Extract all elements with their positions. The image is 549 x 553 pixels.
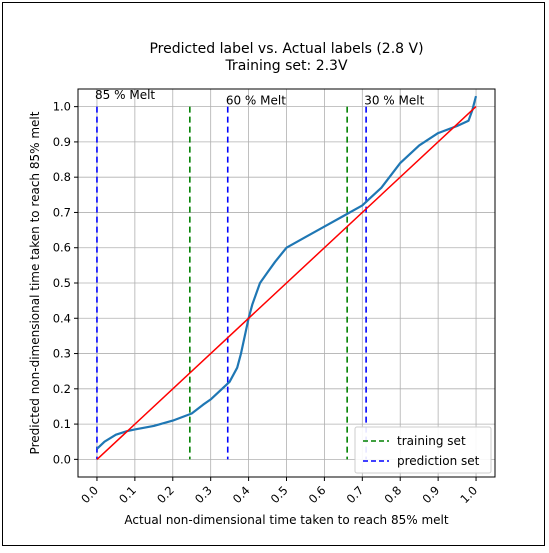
predicted-series-line [96,95,478,450]
y-tick-label: 1.0 [53,100,71,114]
x-tick-label: 0.9 [419,483,442,506]
melt-annotation: 85 % Melt [95,88,155,102]
x-tick-label: 0.0 [78,483,101,506]
x-tick-label: 0.3 [192,483,215,506]
y-tick-label: 0.6 [53,241,71,255]
x-tick-label: 0.5 [268,483,291,506]
legend: training set prediction set [354,426,492,474]
y-tick-label: 0.3 [53,347,71,361]
y-tick-label: 0.9 [53,135,71,149]
figure-frame: 0.0 0.1 0.2 0.3 0.4 0.5 0.6 0.7 0.8 0.9 1.0 0.0 0.1… [2,2,545,546]
x-tick-label: 1.0 [457,483,480,506]
x-tick-label: 0.2 [154,483,177,506]
y-tick-label: 0.2 [53,382,71,396]
reference-diagonal-line [96,106,477,460]
chart-subtitle: Training set: 2.3V [224,58,348,74]
y-ticks: 0.0 0.1 0.2 0.3 0.4 0.5 0.6 0.7 0.8 0.9 1.0 [53,100,78,466]
x-tick-label: 0.4 [230,483,253,506]
melt-annotation: 60 % Melt [226,93,286,107]
melt-annotation: 30 % Melt [364,93,424,107]
chart-svg: 0.0 0.1 0.2 0.3 0.4 0.5 0.6 0.7 0.8 0.9 1.0 0.0 0.1… [28,41,496,527]
x-tick-label: 0.8 [382,483,405,506]
data-series [96,95,478,460]
y-tick-label: 0.0 [53,452,71,466]
x-ticks: 0.0 0.1 0.2 0.3 0.4 0.5 0.6 0.7 0.8 0.9 1.0 [78,477,480,506]
x-axis-label: Actual non-dimensional time taken to rea… [124,513,448,527]
y-tick-label: 0.1 [53,417,71,431]
x-tick-label: 0.6 [306,483,329,506]
vertical-marker-lines [96,106,367,460]
y-tick-label: 0.7 [53,205,71,219]
chart-title: Predicted label vs. Actual labels (2.8 V… [149,41,423,57]
annotations: 85 % Melt 60 % Melt 30 % Melt [95,88,425,107]
y-tick-label: 0.4 [53,311,71,325]
y-tick-label: 0.8 [53,170,71,184]
legend-label-prediction: prediction set [397,454,480,468]
y-tick-label: 0.5 [53,276,71,290]
x-tick-label: 0.7 [344,483,367,506]
y-axis-label: Predicted non-dimensional time taken to … [28,111,42,454]
x-tick-label: 0.1 [116,483,139,506]
legend-label-training: training set [397,434,466,448]
